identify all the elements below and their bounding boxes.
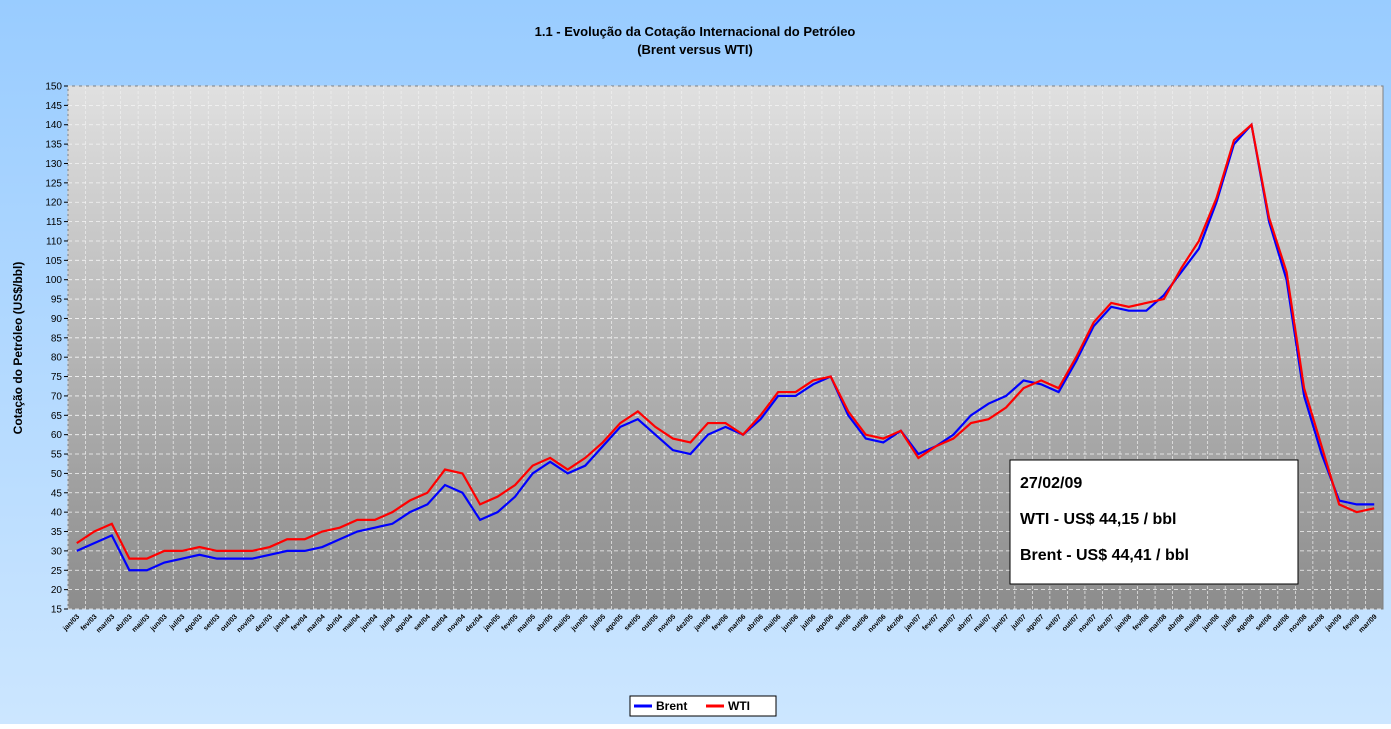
y-tick-label: 95 bbox=[51, 295, 63, 306]
legend bbox=[629, 695, 777, 717]
y-tick-label: 55 bbox=[51, 450, 63, 461]
line-series bbox=[76, 122, 1375, 560]
chart-title: 1.1 - Evolução da Cotação Internacional … bbox=[535, 24, 856, 39]
y-tick-label: 45 bbox=[51, 488, 63, 499]
y-tick-label: 150 bbox=[45, 82, 62, 93]
chart-subtitle: (Brent versus WTI) bbox=[637, 42, 753, 57]
y-tick-label: 65 bbox=[51, 411, 63, 422]
annotation-box bbox=[1009, 459, 1299, 585]
y-tick-label: 30 bbox=[51, 546, 63, 557]
y-tick-label: 115 bbox=[46, 217, 62, 228]
y-tick-label: 50 bbox=[51, 469, 63, 480]
y-tick-label: 80 bbox=[51, 353, 63, 364]
legend-label: WTI bbox=[728, 699, 750, 713]
annotation: 27/02/09 bbox=[1020, 475, 1082, 492]
y-axis-label: Cotação do Petróleo (US$/bbl) bbox=[11, 262, 25, 435]
y-tick-label: 20 bbox=[51, 585, 63, 596]
y-tick-label: 125 bbox=[45, 178, 62, 189]
legend-label: Brent bbox=[656, 699, 687, 713]
y-tick-label: 60 bbox=[51, 430, 63, 441]
y-tick-label: 25 bbox=[51, 566, 63, 577]
y-tick-label: 135 bbox=[45, 140, 62, 151]
y-tick-label: 120 bbox=[45, 198, 62, 209]
y-tick-label: 40 bbox=[51, 508, 63, 519]
y-tick-label: 100 bbox=[45, 275, 62, 286]
annotation: Brent - US$ 44,41 / bbl bbox=[1020, 547, 1189, 564]
y-tick-label: 85 bbox=[51, 333, 63, 344]
y-tick-label: 130 bbox=[45, 159, 62, 170]
y-tick-label: 35 bbox=[51, 527, 63, 538]
y-tick-label: 15 bbox=[51, 605, 63, 616]
y-tick-label: 90 bbox=[51, 314, 63, 325]
y-tick-label: 70 bbox=[51, 391, 63, 402]
annotation: WTI - US$ 44,15 / bbl bbox=[1020, 511, 1176, 528]
y-tick-label: 140 bbox=[45, 120, 62, 131]
y-tick-label: 110 bbox=[46, 236, 62, 247]
y-tick-label: 75 bbox=[51, 372, 63, 383]
y-tick-label: 145 bbox=[45, 101, 62, 112]
y-tick-label: 105 bbox=[45, 256, 62, 267]
